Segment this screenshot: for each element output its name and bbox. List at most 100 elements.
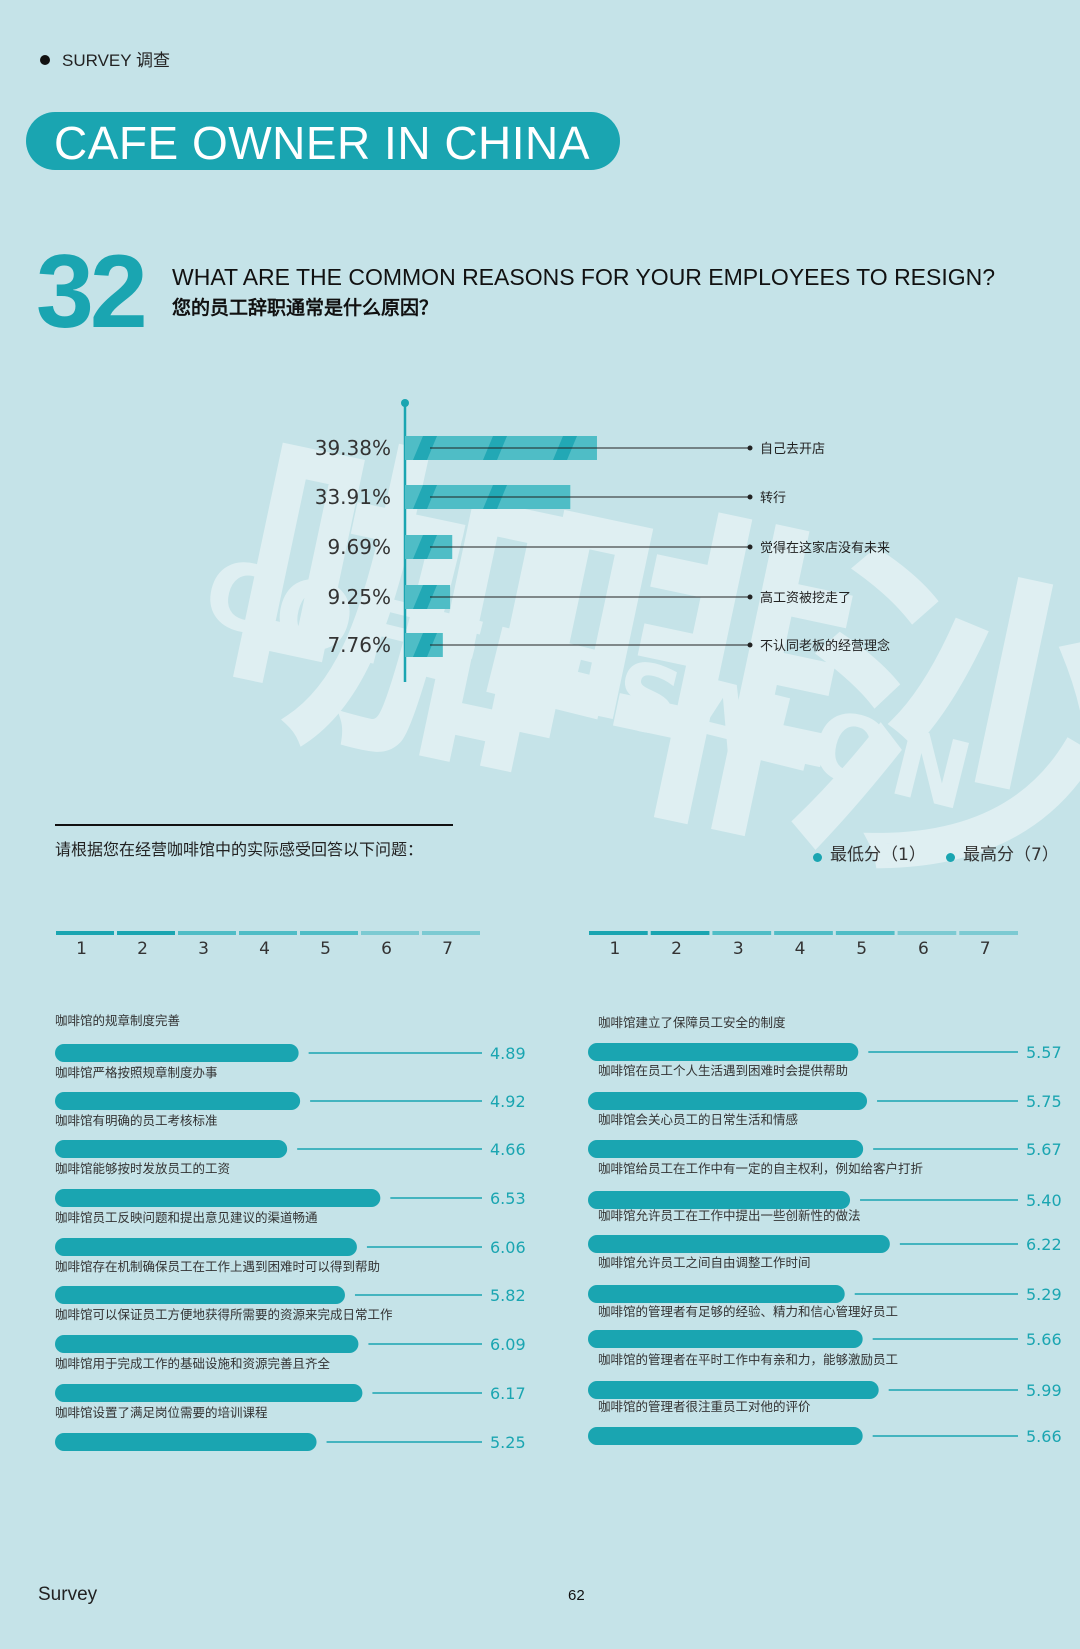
item-label: 咖啡馆的管理者在平时工作中有亲和力，能够激励员工 [598,1352,898,1367]
leader-dot [747,594,753,600]
score-bar [588,1043,859,1061]
score-value-label: 5.66 [1026,1427,1062,1446]
bar-stripe [413,633,437,657]
section-divider [55,824,453,826]
item-label: 咖啡馆建立了保障员工安全的制度 [598,1015,786,1030]
score-bar [588,1235,890,1253]
scale-segment [897,931,957,935]
bar-value-label: 7.76% [327,633,391,657]
score-bar [55,1286,345,1304]
bar-value-label: 9.69% [327,535,391,559]
bar-category-label: 转行 [760,491,786,506]
section-tag: SURVEY 调查 [40,46,170,71]
scale-tick-label: 4 [795,939,806,959]
bar-value-label: 33.91% [315,485,391,509]
bar-stripe [413,436,437,460]
bullet-dot-icon [40,54,50,65]
item-label: 咖啡馆可以保证员工方便地获得所需要的资源来完成日常工作 [55,1307,393,1322]
legend-dot-icon [946,852,955,862]
score-value-label: 4.92 [490,1092,526,1111]
legend-min-label: 最低分（1） [830,845,926,865]
leader-dot [747,544,753,550]
banner-title: CAFE OWNER IN CHINA [54,117,590,169]
score-value-label: 6.09 [490,1335,526,1354]
score-bar [55,1092,301,1110]
score-bar [588,1330,863,1348]
score-value-label: 5.75 [1026,1092,1062,1111]
scale-tick-label: 7 [980,939,991,959]
scale-segment [239,931,297,935]
legend-max-label: 最高分（7） [963,845,1059,865]
bar-stripe [413,535,437,559]
score-value-label: 5.82 [490,1286,526,1305]
scale-tick-label: 2 [137,939,148,959]
scale-tick-label: 6 [918,939,929,959]
score-bar [55,1140,288,1158]
scale-segment [422,931,480,935]
score-bar [55,1238,357,1256]
scale-tick-label: 3 [198,939,209,959]
score-bar [588,1140,864,1158]
item-label: 咖啡馆在员工个人生活遇到困难时会提供帮助 [598,1063,848,1078]
scale-tick-label: 1 [76,939,87,959]
bar-category-label: 觉得在这家店没有未来 [760,540,890,556]
score-value-label: 5.40 [1026,1191,1062,1210]
item-label: 咖啡馆设置了满足岗位需要的培训课程 [55,1405,268,1420]
scale-segment [300,931,358,935]
legend-min: 最低分（1） [813,840,926,865]
item-label: 咖啡馆员工反映问题和提出意见建议的渠道畅通 [55,1210,318,1225]
bar-value-label: 39.38% [315,436,391,460]
score-value-label: 5.29 [1026,1285,1062,1304]
bar-category-label: 高工资被挖走了 [760,590,851,606]
scale-tick-label: 5 [320,939,331,959]
score-bar [55,1433,317,1451]
scale-segment [589,931,648,935]
question-number: 32 [36,234,148,350]
score-value-label: 5.66 [1026,1330,1062,1349]
scale-segment [650,931,710,935]
scale-instruction: 请根据您在经营咖啡馆中的实际感受回答以下问题： [55,840,424,859]
scale-segment [361,931,419,935]
bar-category-label: 自己去开店 [760,442,825,457]
score-bar [588,1381,879,1399]
item-label: 咖啡馆严格按照规章制度办事 [55,1065,218,1080]
score-value-label: 4.66 [490,1140,526,1159]
scale-segment [117,931,175,935]
bar-value-label: 9.25% [327,585,391,609]
score-value-label: 5.25 [490,1433,526,1452]
item-label: 咖啡馆允许员工在工作中提出一些创新性的做法 [598,1208,861,1223]
title-banner: CAFE OWNER IN CHINA [26,112,620,170]
scale-tick-label: 3 [733,939,744,959]
question-title-en: WHAT ARE THE COMMON REASONS FOR YOUR EMP… [172,264,996,290]
question-title-zh: 您的员工辞职通常是什么原因？ [172,297,439,319]
leader-dot [747,494,753,500]
score-value-label: 5.99 [1026,1381,1062,1400]
score-bar [588,1427,863,1445]
scale-tick-label: 1 [609,939,620,959]
item-label: 咖啡馆的管理者很注重员工对他的评价 [598,1399,811,1414]
scale-segment [835,931,895,935]
scale-tick-label: 4 [259,939,270,959]
scale-tick-label: 5 [856,939,867,959]
score-value-label: 6.53 [490,1189,526,1208]
item-label: 咖啡馆的管理者有足够的经验、精力和信心管理好员工 [598,1304,898,1319]
scale-segment [178,931,236,935]
score-bar [55,1335,359,1353]
scale-segment [56,931,114,935]
item-label: 咖啡馆有明确的员工考核标准 [55,1113,218,1128]
score-bar [588,1191,851,1209]
scale-tick-label: 6 [381,939,392,959]
score-value-label: 4.89 [490,1044,526,1063]
scale-segment [959,931,1018,935]
leader-dot [747,445,753,451]
bar-category-label: 不认同老板的经营理念 [760,638,890,654]
page-number: 62 [568,1587,585,1604]
leader-dot [747,642,753,648]
bar-stripe [413,585,437,609]
score-bar [55,1044,299,1062]
section-tag-text: SURVEY 调查 [62,51,171,70]
scale-tick-label: 2 [671,939,682,959]
score-value-label: 6.17 [490,1384,526,1403]
